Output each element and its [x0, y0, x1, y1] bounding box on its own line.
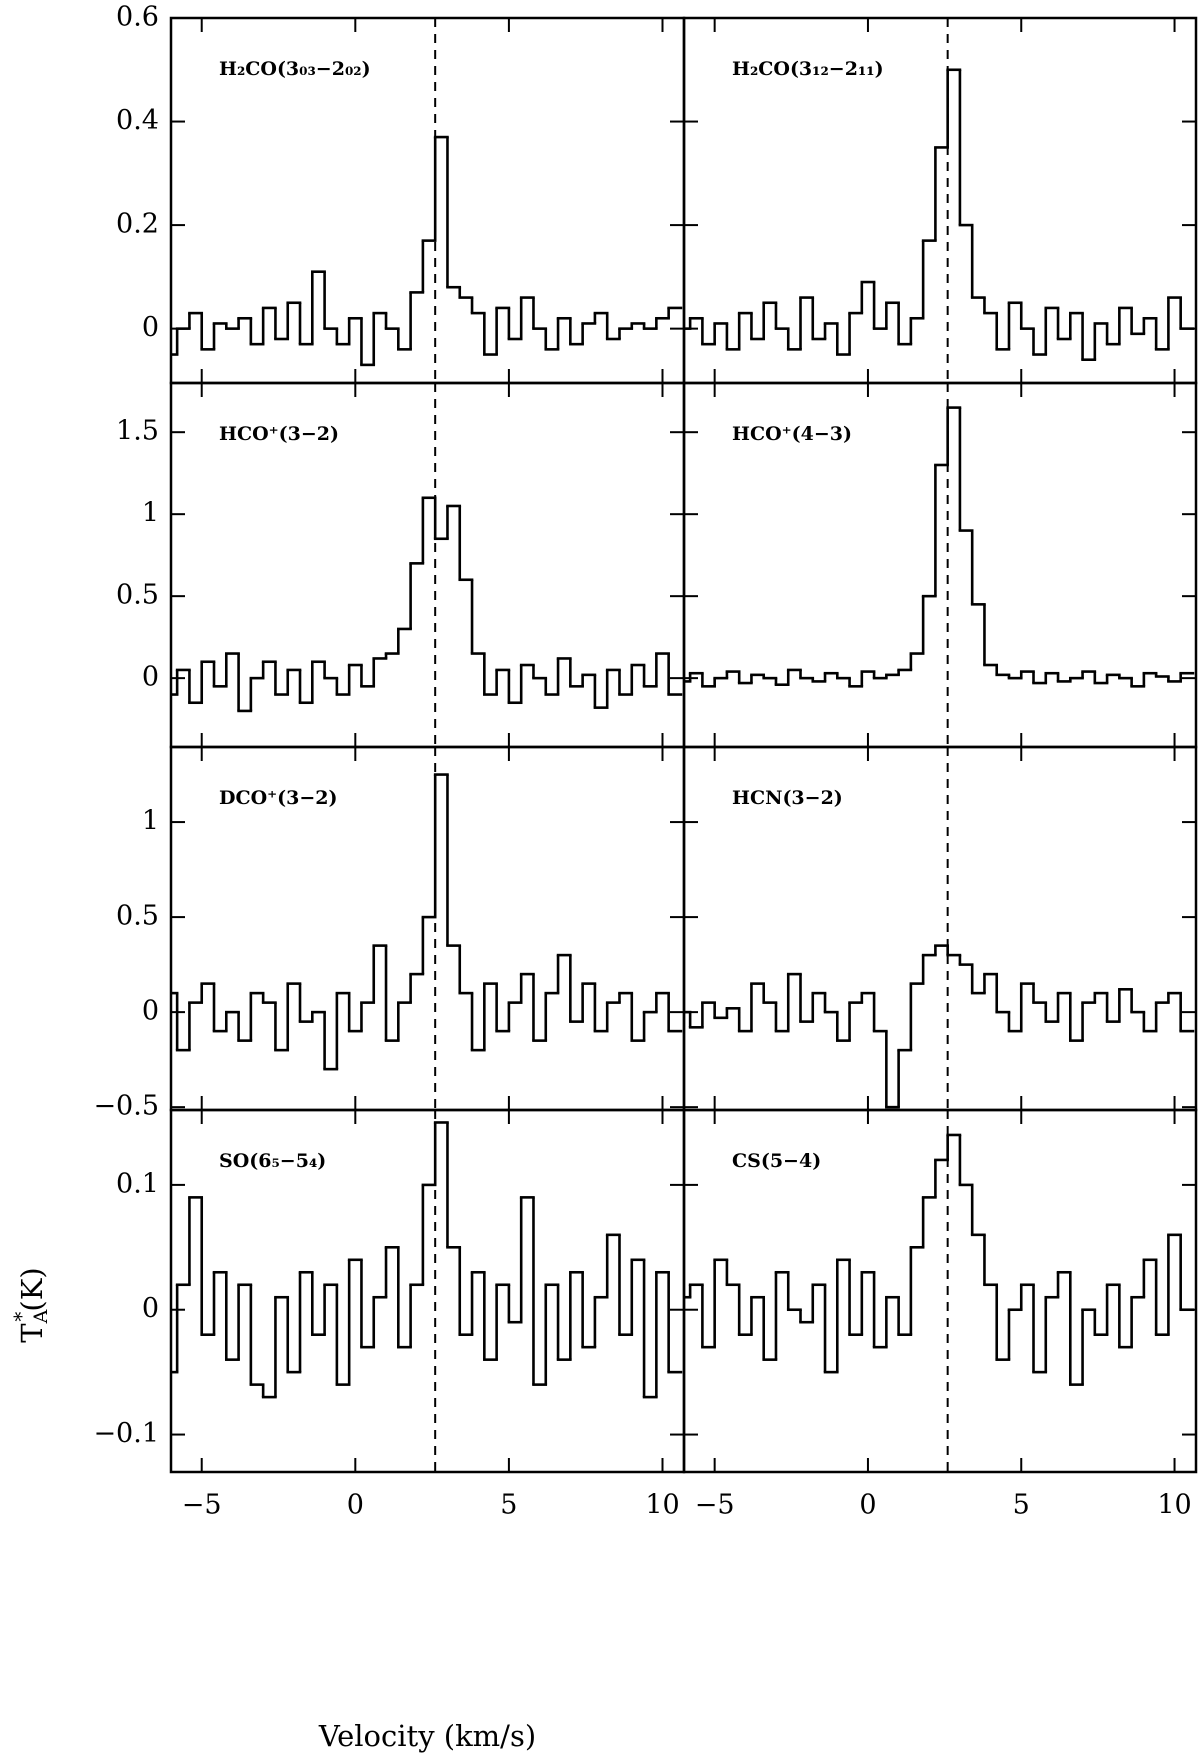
panel: 0 0.2 0.4 0.6 H₂CO(3₀₃−2₀₂) — [116, 2, 686, 385]
y-axis-label-part: T — [15, 1323, 49, 1343]
panel-title: H₂CO(3₀₃−2₀₂) — [219, 58, 371, 80]
spectrum — [171, 496, 683, 713]
panel-title: SO(6₅−5₄) — [219, 1150, 326, 1172]
y-tick-label: 0.5 — [116, 580, 159, 611]
channel-connector — [175, 497, 670, 711]
panel: −0.1 0 0.1 −5 0 5 10 SO(6₅−5₄) — [93, 1108, 686, 1521]
spectrum — [171, 773, 683, 1071]
y-tick-label: 0 — [142, 662, 159, 693]
y-tick-label: 1 — [142, 498, 159, 529]
panel-title: HCN(3−2) — [732, 787, 843, 809]
y-tick-label: 0.2 — [116, 209, 159, 240]
panel: HCN(3−2) — [682, 745, 1198, 1112]
x-tick-label: 5 — [1013, 1490, 1030, 1521]
panel-title: HCO⁺(3−2) — [219, 423, 339, 445]
y-tick-label: −0.1 — [93, 1418, 159, 1449]
panel-frame — [682, 1108, 1198, 1474]
panel-title: HCO⁺(4−3) — [732, 423, 852, 445]
channel-connector — [688, 69, 1182, 360]
panel: HCO⁺(4−3) — [682, 381, 1198, 749]
panel: −0.5 0 0.5 1 DCO⁺(3−2) — [93, 745, 686, 1122]
y-axis-label-part: A — [30, 1309, 52, 1324]
y-tick-label: 0.1 — [116, 1168, 159, 1199]
y-tick-label: 1.5 — [116, 416, 159, 447]
spectrum — [171, 1121, 683, 1399]
x-tick-label: 5 — [500, 1490, 517, 1521]
x-tick-label: 0 — [347, 1490, 364, 1521]
y-tick-label: 0 — [142, 312, 159, 343]
panel-title: CS(5−4) — [732, 1150, 821, 1172]
spectrum — [684, 68, 1195, 362]
y-axis-label-part: * — [9, 1312, 33, 1322]
y-axis-label: TA*(K) — [9, 1267, 53, 1342]
y-axis-label-part: (K) — [15, 1267, 49, 1311]
channel-connector — [688, 407, 1182, 687]
x-tick-label: 0 — [859, 1490, 876, 1521]
x-tick-label: 10 — [645, 1490, 679, 1521]
y-tick-label: 0 — [142, 1293, 159, 1324]
panel-title: H₂CO(3₁₂−2₁₁) — [732, 58, 884, 80]
channel-connector — [175, 137, 670, 365]
spectrum — [684, 944, 1195, 1109]
y-tick-label: 1 — [142, 806, 159, 837]
y-tick-label: 0.6 — [116, 2, 159, 33]
x-tick-label: 10 — [1157, 1490, 1191, 1521]
y-tick-label: 0.4 — [116, 105, 159, 136]
y-tick-label: −0.5 — [93, 1091, 159, 1122]
x-tick-label: −5 — [695, 1490, 735, 1521]
y-tick-label: 0 — [142, 996, 159, 1027]
panel: 0 0.5 1 1.5 HCO⁺(3−2) — [116, 381, 686, 749]
spectrum — [171, 135, 683, 367]
x-axis-label: Velocity (km/s) — [318, 1719, 536, 1753]
panel-title: DCO⁺(3−2) — [219, 787, 338, 809]
channel-connector — [175, 774, 670, 1070]
channel-connector — [688, 1134, 1182, 1385]
panel: H₂CO(3₁₂−2₁₁) — [682, 16, 1198, 385]
channel-connector — [688, 945, 1182, 1108]
x-tick-label: −5 — [182, 1490, 222, 1521]
spectrum — [684, 406, 1195, 688]
spectrum — [684, 1133, 1195, 1386]
channel-connector — [175, 1122, 670, 1398]
panel: −5 0 5 10 CS(5−4) — [682, 1108, 1198, 1521]
y-tick-label: 0.5 — [116, 901, 159, 932]
